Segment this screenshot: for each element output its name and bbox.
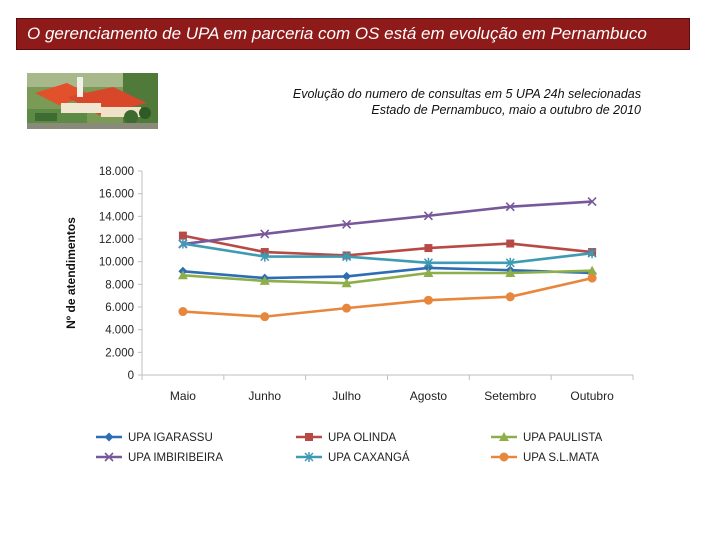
legend-marker-upa-s-l-mata: [499, 452, 509, 462]
data-point-upa-paulista: [587, 265, 598, 275]
chart-title-line2: Estado de Pernambuco, maio a outubro de …: [371, 103, 641, 117]
data-point-upa-imbiribeira: [505, 202, 515, 212]
data-point-upa-s-l-mata: [260, 312, 270, 322]
legend-label-upa-s-l-mata: UPA S.L.MATA: [523, 452, 599, 464]
series-line-upa-igarassu: [182, 266, 593, 280]
data-point-upa-imbiribeira: [587, 197, 597, 207]
y-tick-label: 4.000: [105, 325, 134, 337]
legend-marker-upa-igarassu: [104, 432, 114, 442]
data-point-upa-paulista: [259, 275, 270, 285]
series-line-upa-caxang: [182, 242, 593, 265]
x-tick-label: Agosto: [410, 389, 448, 403]
data-point-upa-imbiribeira: [342, 219, 352, 229]
data-point-upa-olinda: [424, 244, 433, 253]
data-point-upa-paulista: [423, 268, 434, 277]
data-point-upa-igarassu: [342, 271, 352, 281]
x-tick-label: Outubro: [570, 389, 614, 403]
data-point-upa-paulista: [505, 268, 516, 277]
x-tick-label: Julho: [332, 389, 361, 403]
y-tick-label: 18.000: [99, 166, 134, 178]
legend-marker-upa-olinda: [305, 433, 313, 441]
data-point-upa-olinda: [178, 231, 187, 240]
chart-title-line1: Evolução do numero de consultas em 5 UPA…: [292, 87, 641, 101]
legend-marker-upa-paulista: [499, 432, 509, 441]
x-tick-label: Maio: [170, 389, 196, 403]
legend-marker-upa-caxang: [304, 452, 314, 462]
data-point-upa-imbiribeira: [423, 211, 433, 221]
y-tick-label: 8.000: [105, 279, 134, 291]
x-tick-label: Junho: [248, 389, 281, 403]
y-axis-label: Nº de atendimentos: [64, 217, 78, 329]
y-tick-label: 0: [128, 370, 134, 382]
series-line-upa-olinda: [182, 234, 593, 257]
data-point-upa-imbiribeira: [260, 229, 270, 239]
page-title: O gerenciamento de UPA em parceria com O…: [27, 24, 647, 43]
series-line-upa-s-l-mata: [182, 276, 593, 318]
legend-label-upa-olinda: UPA OLINDA: [328, 432, 396, 444]
data-point-upa-caxang: [260, 251, 270, 262]
line-chart: 0 2.000 4.000 6.000 8.000 10.000 12.000 14.000 1…: [64, 166, 634, 464]
y-tick-label: 6.000: [105, 302, 134, 314]
legend-marker-upa-imbiribeira: [104, 452, 114, 462]
y-tick-label: 14.000: [99, 211, 134, 223]
data-point-upa-paulista: [177, 270, 188, 280]
title-bar: O gerenciamento de UPA em parceria com O…: [16, 18, 690, 50]
data-point-upa-s-l-mata: [505, 292, 515, 302]
data-point-upa-caxang: [423, 257, 433, 268]
legend-label-upa-imbiribeira: UPA IMBIRIBEIRA: [128, 452, 223, 464]
data-point-upa-olinda: [506, 239, 515, 248]
legend-label-upa-paulista: UPA PAULISTA: [523, 432, 603, 444]
data-point-upa-s-l-mata: [423, 295, 433, 305]
upa-building-photo: [27, 73, 158, 129]
data-point-upa-caxang: [505, 257, 515, 268]
y-tick-label: 12.000: [99, 234, 134, 246]
data-point-upa-caxang: [587, 248, 597, 259]
chart-title: Evolução do numero de consultas em 5 UPA…: [293, 86, 641, 118]
data-point-upa-s-l-mata: [342, 303, 352, 313]
data-point-upa-s-l-mata: [587, 273, 597, 283]
legend-label-upa-igarassu: UPA IGARASSU: [128, 432, 213, 444]
data-point-upa-igarassu: [423, 263, 433, 273]
series-line-upa-paulista: [182, 269, 593, 285]
y-tick-label: 2.000: [105, 347, 134, 359]
y-tick-label: 16.000: [99, 189, 134, 201]
data-point-upa-s-l-mata: [178, 307, 188, 317]
data-point-upa-caxang: [178, 238, 188, 249]
data-point-upa-paulista: [341, 278, 352, 288]
y-tick-label: 10.000: [99, 257, 134, 269]
x-tick-label: Setembro: [484, 389, 536, 403]
series-line-upa-imbiribeira: [182, 200, 593, 246]
legend-label-upa-caxang: UPA CAXANGÁ: [328, 451, 410, 464]
data-point-upa-caxang: [342, 251, 352, 262]
